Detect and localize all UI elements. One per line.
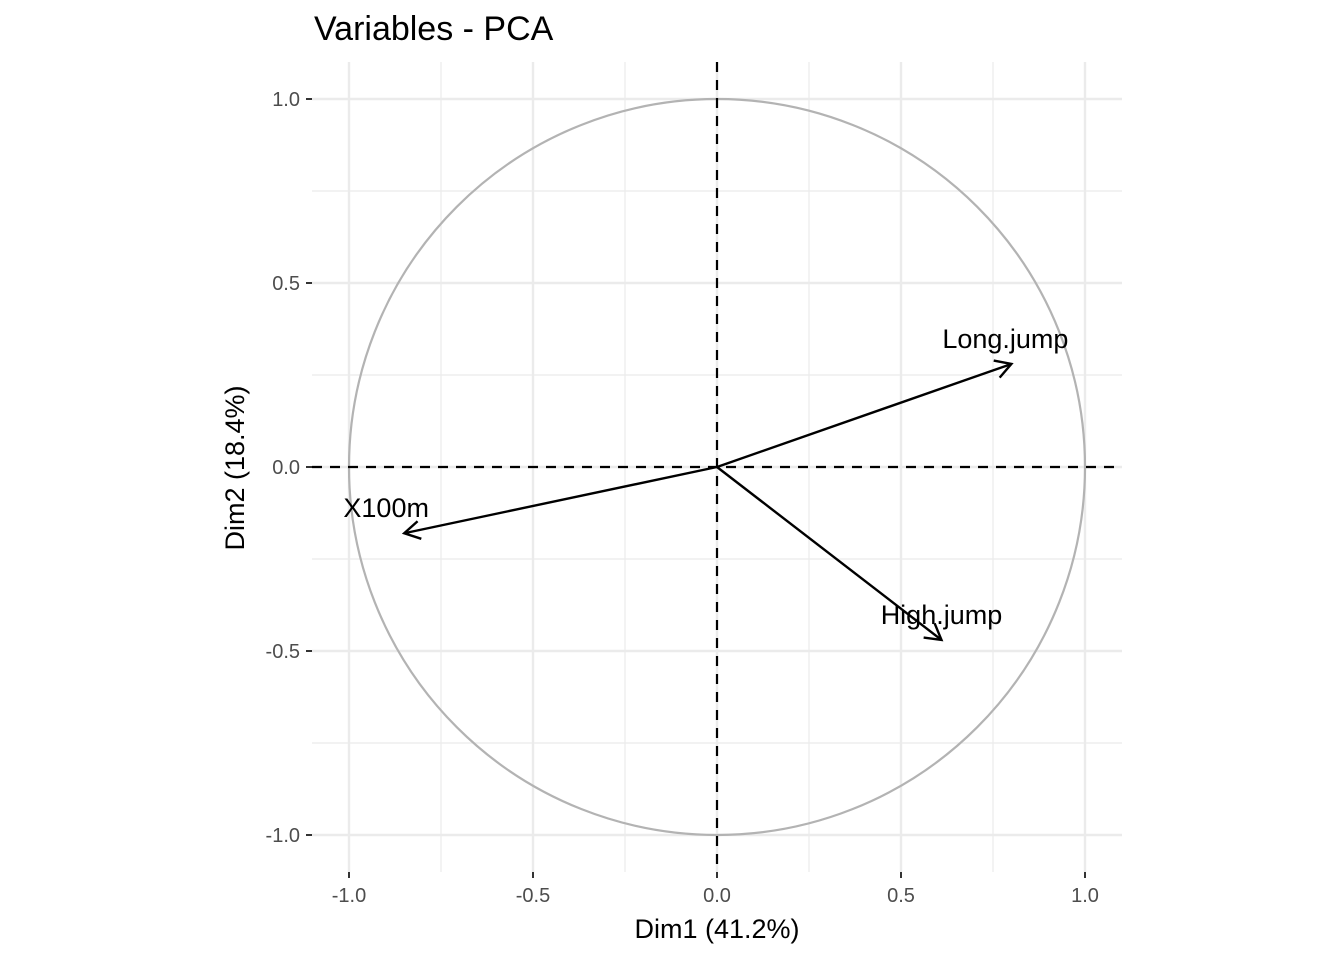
variable-label: X100m	[343, 493, 429, 523]
arrowhead-long-jump	[993, 359, 1014, 379]
chart-title: Variables - PCA	[314, 10, 554, 48]
y-tick-label: -0.5	[266, 641, 300, 663]
y-tick-label: -1.0	[266, 825, 300, 847]
y-axis-title: Dim2 (18.4%)	[220, 385, 250, 550]
variable-label: High.jump	[881, 600, 1003, 630]
arrow-x100m	[403, 465, 718, 535]
arrow-long-jump	[716, 362, 1012, 469]
x-tick-label: 0.0	[703, 885, 731, 907]
y-tick-label: 0.0	[272, 457, 300, 479]
variable-labels: Long.jump X100m High.jump	[343, 324, 1068, 630]
y-tick-label: 0.5	[272, 273, 300, 295]
x-tick-label: 1.0	[1071, 885, 1099, 907]
arrow-high-jump	[716, 466, 943, 641]
variable-arrows	[401, 359, 1014, 642]
axis-ticks: -1.0 -0.5 0.0 0.5 1.0 -1.0 -0.5 0.0 0.5 1.0	[266, 89, 1099, 907]
y-tick-label: 1.0	[272, 89, 300, 111]
x-tick-label: -0.5	[516, 885, 550, 907]
x-axis-title: Dim1 (41.2%)	[634, 914, 799, 944]
arrowhead-high-jump	[923, 622, 944, 642]
x-tick-label: -1.0	[332, 885, 366, 907]
x-tick-label: 0.5	[887, 885, 915, 907]
variable-label: Long.jump	[942, 324, 1068, 354]
arrowhead-x100m	[401, 520, 422, 540]
